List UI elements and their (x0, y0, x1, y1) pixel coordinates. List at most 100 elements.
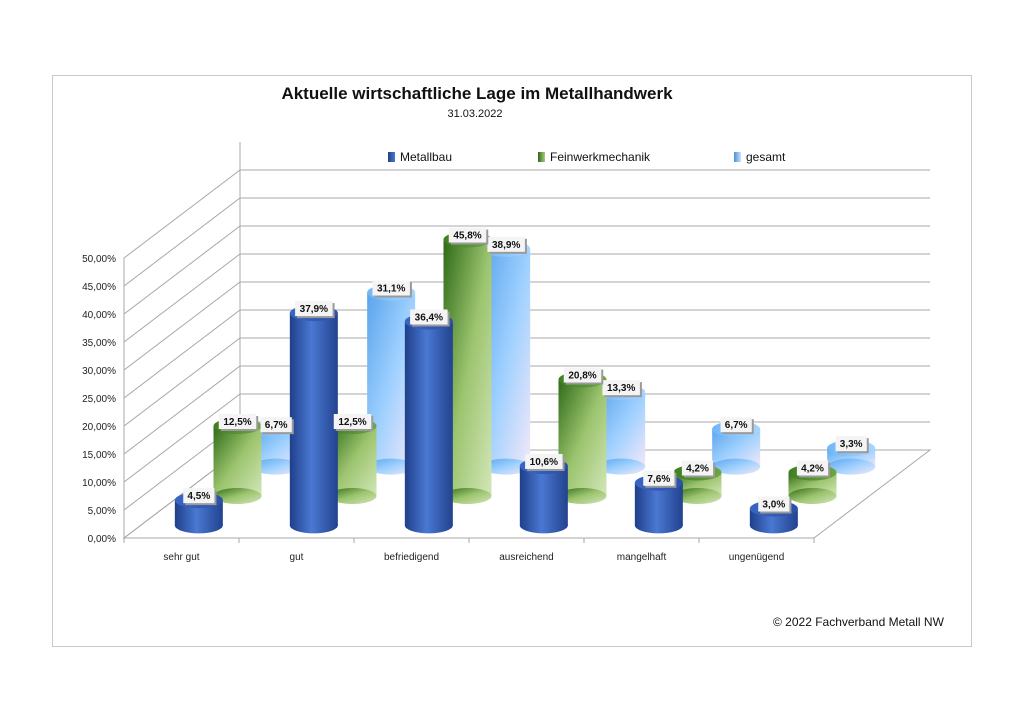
y-tick-label: 35,00% (82, 338, 116, 349)
x-tick-label: ungenügend (729, 552, 785, 563)
data-label-box (410, 309, 448, 325)
data-label-box (487, 236, 525, 252)
bar-metallbau-2 (404, 313, 453, 534)
data-label: 4,2% (796, 460, 831, 478)
data-label-text: 37,9% (300, 304, 328, 315)
y-tick-label: 20,00% (82, 422, 116, 433)
x-tick-label: sehr gut (163, 552, 199, 563)
data-label: 37,9% (295, 301, 335, 319)
y-tick-label: 0,00% (88, 534, 116, 545)
legend-label: gesamt (746, 150, 786, 164)
y-tick-label: 25,00% (82, 394, 116, 405)
data-label-box (525, 453, 563, 469)
y-tick-label: 10,00% (82, 478, 116, 489)
data-label-box (372, 280, 410, 296)
chart-title: Aktuelle wirtschaftliche Lage im Metallh… (281, 84, 673, 103)
x-tick-label: gut (290, 552, 304, 563)
bar-bottom (597, 458, 646, 475)
bar-bottom (289, 517, 338, 534)
bar-bottom (482, 458, 531, 475)
data-label: 4,5% (183, 488, 217, 506)
data-label: 12,5% (218, 414, 259, 431)
data-label-box (295, 301, 333, 317)
data-label-box (681, 460, 714, 476)
data-label: 3,3% (835, 436, 869, 454)
data-label-box (720, 417, 752, 433)
data-label-box (835, 436, 867, 452)
y-tick-label: 30,00% (82, 366, 116, 377)
data-label: 31,1% (372, 280, 412, 298)
x-tick-label: befriedigend (384, 552, 439, 563)
data-label-text: 4,2% (686, 463, 709, 474)
data-label-text: 3,3% (840, 439, 863, 450)
copyright-footer: © 2022 Fachverband Metall NW (773, 615, 944, 629)
data-label: 3,0% (758, 496, 792, 514)
data-label-box (260, 417, 292, 433)
bar-bottom (788, 488, 837, 504)
data-label: 10,6% (525, 453, 565, 471)
data-label-text: 36,4% (415, 312, 443, 323)
legend-item-feinwerkmechanik: Feinwerkmechanik (538, 150, 650, 164)
data-label-text: 4,2% (801, 463, 824, 474)
data-label: 36,4% (410, 309, 450, 327)
data-label: 20,8% (563, 367, 604, 385)
bar-bottom (328, 488, 377, 504)
bar-body (289, 313, 338, 526)
bar-bottom (404, 517, 453, 534)
data-label-text: 20,8% (568, 371, 596, 382)
data-label-box (183, 488, 215, 504)
chart-subtitle: 31.03.2022 (447, 108, 503, 120)
y-tick-label: 40,00% (82, 310, 116, 321)
data-label-text: 4,5% (187, 491, 210, 502)
bar-bottom (213, 488, 262, 504)
y-tick-label: 50,00% (82, 254, 116, 265)
data-label-box (758, 496, 790, 512)
data-label-box (218, 414, 257, 429)
data-label-box (602, 380, 640, 396)
bar-bottom (367, 458, 416, 475)
data-label-text: 31,1% (377, 284, 405, 295)
bar-bottom (519, 517, 568, 534)
data-label-box (563, 367, 602, 383)
y-tick-label: 45,00% (82, 282, 116, 293)
data-label-text: 6,7% (725, 420, 748, 431)
bar-bottom (712, 458, 761, 475)
data-label: 12,5% (333, 414, 374, 431)
bar-bottom (174, 517, 223, 534)
data-label-text: 38,9% (492, 240, 520, 251)
data-label-text: 45,8% (453, 231, 481, 242)
legend-label: Metallbau (400, 150, 453, 164)
legend-item-metallbau: Metallbau (388, 150, 452, 164)
data-label-text: 6,7% (265, 420, 288, 431)
data-label: 6,7% (260, 417, 294, 435)
gridline (123, 169, 930, 259)
data-label-text: 3,0% (762, 500, 785, 511)
data-label: 45,8% (448, 227, 489, 245)
y-tick-label: 15,00% (82, 450, 116, 461)
x-tick-label: ausreichend (499, 552, 553, 563)
bar-body (213, 426, 262, 496)
data-label-box (796, 460, 829, 476)
y-tick-label: 5,00% (88, 506, 116, 517)
bar-body (519, 465, 568, 526)
bar-bottom (634, 517, 683, 534)
bar-bottom (827, 458, 876, 475)
bar-metallbau-1 (289, 305, 338, 534)
bar-bottom (558, 488, 607, 504)
bar-body (404, 321, 453, 526)
chart-frame (52, 75, 972, 647)
data-label-text: 12,5% (223, 417, 251, 428)
data-label: 13,3% (602, 380, 642, 398)
bar-bottom (673, 488, 722, 504)
x-tick-label: mangelhaft (617, 552, 667, 563)
legend-label: Feinwerkmechanik (550, 150, 651, 164)
data-label-box (448, 227, 487, 243)
data-label: 7,6% (643, 470, 677, 488)
data-label-text: 7,6% (647, 474, 670, 485)
data-label-text: 12,5% (338, 417, 366, 428)
data-label-text: 10,6% (530, 457, 558, 468)
data-label-box (333, 414, 372, 429)
bar-bottom (749, 517, 798, 534)
data-label: 38,9% (487, 236, 527, 254)
